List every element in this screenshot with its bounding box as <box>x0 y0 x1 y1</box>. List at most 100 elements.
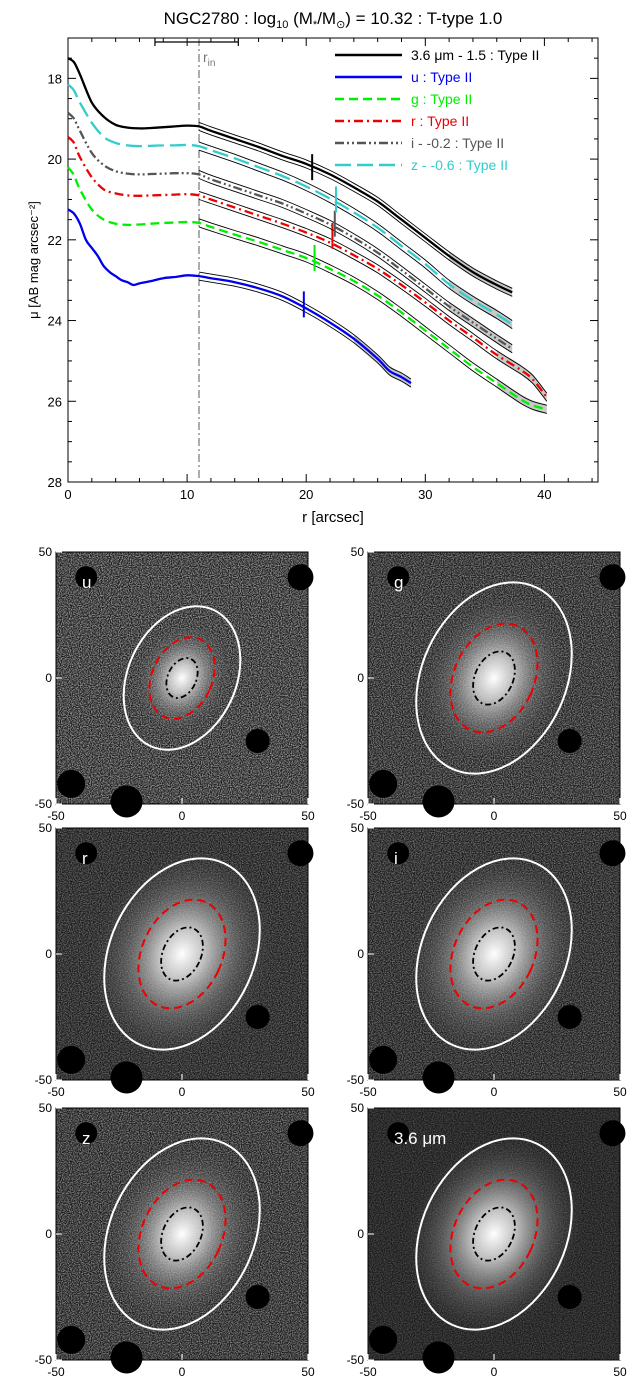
galaxy-glow <box>418 592 570 764</box>
image-panel-2: r -50 0 50 -50 0 50 <box>35 821 315 1099</box>
chart-title: NGC2780 : log10 (M*/M⊙) = 10.32 : T-type… <box>164 9 503 31</box>
panel-y-tick-label: 0 <box>45 671 52 685</box>
galaxy-glow <box>88 847 276 1061</box>
title-star: * <box>313 19 318 31</box>
panel-y-tick-label: 0 <box>45 1227 52 1241</box>
y-tick-label: 26 <box>48 394 62 409</box>
inner-isophote-ellipse <box>160 1206 204 1262</box>
star-mask <box>369 1045 398 1074</box>
outer-isophote-ellipse <box>122 605 242 751</box>
star-mask <box>75 566 98 589</box>
y-tick-label: 24 <box>48 314 62 329</box>
legend-label: g : Type II <box>411 91 472 107</box>
panel-x-tick-label: -50 <box>47 1365 65 1377</box>
series-1 <box>67 208 412 388</box>
star-mask <box>387 566 410 589</box>
band-label: u <box>82 573 91 592</box>
series-line <box>67 208 412 385</box>
x-axis-label: r [arcsec] <box>302 509 364 526</box>
series-line <box>67 166 548 411</box>
star-mask <box>422 1061 455 1094</box>
star-mask <box>287 564 314 591</box>
panel-x-tick-label: 50 <box>613 1085 627 1099</box>
band-label: 3.6 μm <box>394 1129 446 1148</box>
series-fit-line <box>198 178 513 354</box>
galaxy-image-panels: u -50 0 50 -50 0 50 g -50 0 50 -50 0 50 r -50 0 50 -50 0 50 i… <box>35 545 627 1377</box>
series-fit-line <box>198 190 548 394</box>
panel-x-tick-label: 50 <box>301 1085 315 1099</box>
series-5 <box>67 83 513 330</box>
panel-x-tick-label: 50 <box>613 1365 627 1377</box>
star-mask <box>599 840 626 867</box>
star-mask <box>557 1005 582 1029</box>
r-in-label-sub: in <box>208 58 216 69</box>
star-mask <box>599 1120 626 1147</box>
plot-frame <box>67 37 599 483</box>
image-panel-3: i -50 0 50 -50 0 50 <box>347 821 627 1099</box>
galaxy-glow <box>130 619 234 737</box>
star-mask <box>245 1005 270 1029</box>
panel-y-tick-label: 50 <box>39 545 53 559</box>
series-fit-line <box>198 218 547 406</box>
r-in-label-main: r <box>203 49 208 65</box>
r-in-marker: rin <box>154 38 239 482</box>
band-label: i <box>394 849 398 868</box>
panels-layer: u -50 0 50 -50 0 50 g -50 0 50 -50 0 50 r -50 0 50 -50 0 50 i… <box>35 545 627 1377</box>
series-fit-line <box>198 129 513 297</box>
star-mask <box>422 1341 455 1374</box>
star-mask <box>369 1325 398 1354</box>
title-sun: ⊙ <box>336 19 345 31</box>
y-axis-ticks: 18 20 22 24 26 28 <box>48 57 598 490</box>
band-label: r <box>82 849 88 868</box>
x-tick-label: 20 <box>299 487 313 502</box>
panel-y-tick-label: 50 <box>39 1101 53 1115</box>
panel-y-tick-label: 50 <box>351 545 365 559</box>
image-panel-4: z -50 0 50 -50 0 50 <box>35 1101 315 1377</box>
panel-x-tick-label: 0 <box>179 1085 186 1099</box>
inner-isophote-ellipse <box>472 1206 516 1262</box>
series-0 <box>67 57 513 298</box>
x-tick-label: 0 <box>64 487 71 502</box>
panel-y-tick-label: 0 <box>357 1227 364 1241</box>
panel-y-tick-label: -50 <box>347 1353 365 1367</box>
middle-isophote-ellipse <box>449 898 539 1010</box>
legend: 3.6 μm - 1.5 : Type II u : Type II g : Typ… <box>335 47 539 173</box>
x-axis-ticks: 0 10 20 30 40 <box>64 38 593 502</box>
inner-isophote-ellipse <box>165 657 199 699</box>
image-panel-0: u -50 0 50 -50 0 50 <box>35 545 315 823</box>
panel-x-tick-label: 0 <box>491 1365 498 1377</box>
panel-x-tick-label: -50 <box>359 809 377 823</box>
band-label: z <box>82 1129 91 1148</box>
series-fit-line <box>198 271 412 380</box>
outer-isophote-ellipse <box>415 581 573 775</box>
y-tick-label: 28 <box>48 475 62 490</box>
star-mask <box>387 842 410 865</box>
panel-y-tick-label: -50 <box>35 1353 53 1367</box>
panel-x-tick-label: 0 <box>491 1085 498 1099</box>
panel-y-tick-label: -50 <box>347 1073 365 1087</box>
star-mask <box>75 842 98 865</box>
x-tick-label: 30 <box>418 487 432 502</box>
series-fit-line <box>198 169 513 346</box>
series-fit-line <box>198 279 412 388</box>
r-in-label: rin <box>203 49 215 69</box>
panel-x-tick-label: 50 <box>301 809 315 823</box>
series-line <box>67 136 548 398</box>
middle-isophote-ellipse <box>137 898 227 1010</box>
band-label: g <box>394 573 403 592</box>
star-mask <box>245 1285 270 1309</box>
series-fit-line <box>198 226 547 414</box>
legend-label: r : Type II <box>411 113 469 129</box>
star-mask <box>369 769 398 798</box>
title-pre: NGC2780 : log <box>164 9 276 28</box>
star-mask <box>57 1325 86 1354</box>
title-mid: (M <box>288 9 313 28</box>
outer-isophote-ellipse <box>415 857 573 1051</box>
panel-x-tick-label: 0 <box>491 809 498 823</box>
star-mask <box>422 785 455 818</box>
panel-x-tick-label: 50 <box>301 1365 315 1377</box>
star-mask <box>387 1122 410 1145</box>
star-mask <box>557 729 582 753</box>
panel-x-tick-label: -50 <box>359 1365 377 1377</box>
series-line <box>67 111 513 350</box>
